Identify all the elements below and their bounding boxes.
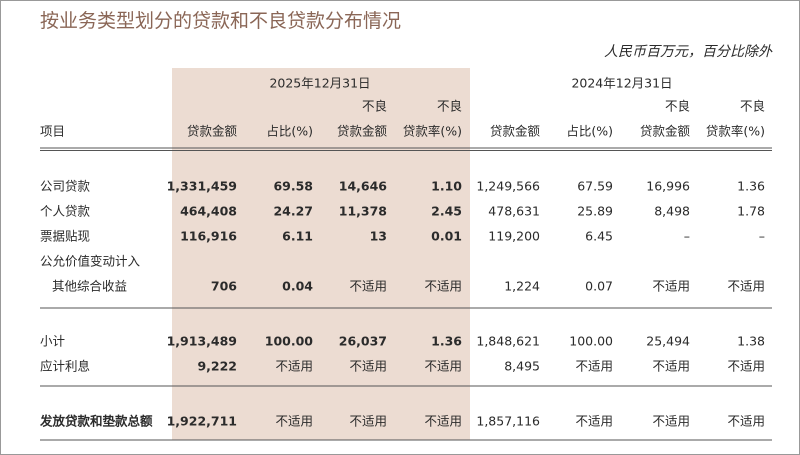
column-header: 不良	[362, 99, 387, 114]
row-label: 其他综合收益	[52, 279, 127, 294]
cell: 1,922,711	[167, 414, 237, 429]
cell: 不适用	[424, 359, 462, 374]
column-header: 占比(%)	[566, 124, 613, 139]
cell: 25,494	[646, 334, 690, 349]
cell: 1.10	[431, 179, 462, 194]
column-header: 贷款金额	[187, 124, 238, 139]
cell: 1,913,489	[167, 334, 237, 349]
period: 2024年12月31日	[571, 76, 672, 91]
cell: 不适用	[275, 359, 313, 374]
cell: 不适用	[575, 414, 613, 429]
cell: 0.07	[585, 279, 613, 294]
row-label: 公司贷款	[40, 179, 91, 194]
column-header: 占比(%)	[266, 124, 313, 139]
cell: 24.27	[273, 204, 313, 219]
cell: 1,249,566	[476, 179, 540, 194]
cell: 9,222	[197, 359, 237, 374]
cell: 1,224	[504, 279, 540, 294]
cell: 6.11	[282, 229, 313, 244]
cell: 464,408	[180, 204, 237, 219]
row-label: 发放贷款和垫款总额	[39, 414, 153, 429]
cell: 不适用	[652, 414, 690, 429]
column-header: 项目	[40, 124, 65, 139]
row-label: 票据贴现	[40, 229, 90, 244]
cell: 13	[370, 229, 387, 244]
cell: 67.59	[577, 179, 613, 194]
cell: 116,916	[180, 229, 237, 244]
cell: 1,331,459	[167, 179, 237, 194]
cell: –	[759, 229, 765, 244]
cell: 不适用	[424, 279, 462, 294]
cell: 1.38	[737, 334, 765, 349]
cell: 478,631	[488, 204, 540, 219]
cell: 1,848,621	[476, 334, 540, 349]
cell: 不适用	[727, 359, 765, 374]
period: 2025年12月31日	[269, 76, 370, 91]
column-header: 贷款率(%)	[706, 124, 765, 139]
cell: 不适用	[275, 414, 313, 429]
cell: 0.04	[282, 279, 313, 294]
cell: 1,857,116	[476, 414, 540, 429]
highlight-band	[172, 68, 470, 440]
cell: 不适用	[349, 414, 387, 429]
row-label: 公允价值变动计入	[40, 254, 141, 269]
column-header: 不良	[665, 99, 690, 114]
column-header: 贷款金额	[337, 124, 388, 139]
cell: 1.36	[737, 179, 765, 194]
cell: 100.00	[265, 334, 314, 349]
cell: 706	[211, 279, 237, 294]
cell: 11,378	[339, 204, 387, 219]
cell: 14,646	[339, 179, 388, 194]
cell: 100.00	[569, 334, 613, 349]
cell: 不适用	[727, 414, 765, 429]
cell: 0.01	[431, 229, 462, 244]
column-header: 贷款金额	[640, 124, 691, 139]
cell: 8,498	[654, 204, 690, 219]
row-label: 个人贷款	[40, 204, 91, 219]
cell: –	[684, 229, 690, 244]
column-header: 不良	[740, 99, 765, 114]
cell: 不适用	[424, 414, 462, 429]
cell: 1.36	[431, 334, 462, 349]
cell: 119,200	[488, 229, 540, 244]
cell: 不适用	[652, 359, 690, 374]
cell: 不适用	[652, 279, 690, 294]
column-header: 贷款率(%)	[403, 124, 462, 139]
column-header: 贷款金额	[490, 124, 541, 139]
row-label: 小计	[40, 334, 65, 349]
unit-note: 人民币百万元，百分比除外	[604, 44, 773, 60]
cell: 26,037	[339, 334, 387, 349]
cell: 不适用	[575, 359, 613, 374]
cell: 不适用	[349, 279, 387, 294]
cell: 6.45	[585, 229, 613, 244]
cell: 1.78	[737, 204, 765, 219]
cell: 不适用	[727, 279, 765, 294]
cell: 2.45	[431, 204, 462, 219]
column-header: 不良	[437, 99, 462, 114]
title: 按业务类型划分的贷款和不良贷款分布情况	[40, 10, 401, 32]
cell: 69.58	[273, 179, 313, 194]
row-label: 应计利息	[40, 359, 90, 374]
cell: 25.89	[577, 204, 613, 219]
cell: 16,996	[646, 179, 690, 194]
cell: 8,495	[504, 359, 540, 374]
cell: 不适用	[349, 359, 387, 374]
